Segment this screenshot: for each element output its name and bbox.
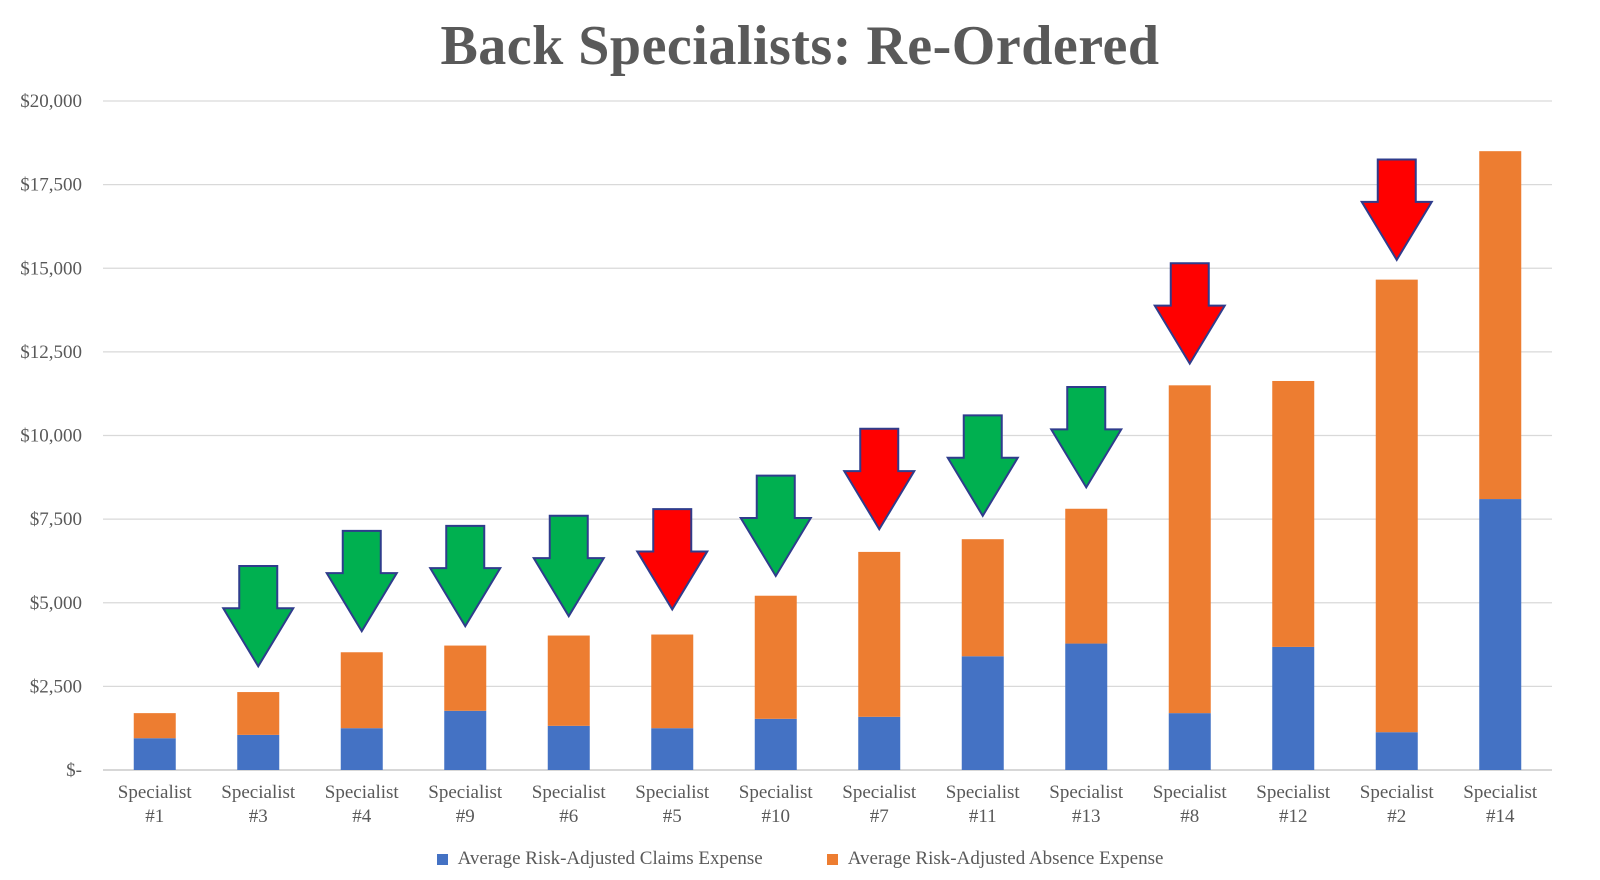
bar-absence (340, 652, 383, 729)
bar-claims (1479, 499, 1522, 770)
x-category-label: Specialist #2 (1360, 782, 1435, 827)
bar-absence (1168, 385, 1211, 714)
green-down-arrow (221, 564, 296, 669)
bar-absence (651, 634, 694, 729)
green-down-arrow (945, 414, 1020, 518)
bar-claims (1168, 713, 1211, 770)
bar-claims (340, 728, 383, 770)
bar-claims (237, 734, 280, 770)
bar-claims (1375, 732, 1418, 770)
bar-absence (1375, 279, 1418, 733)
bars (133, 151, 1522, 770)
x-category-label: Specialist #14 (1463, 782, 1538, 827)
red-down-arrow (1152, 262, 1227, 366)
y-axis-ticks: $- $2,500 $5,000 $7,500 $10,000 $12,500 $15,00… (20, 91, 82, 781)
green-down-arrow (531, 514, 606, 619)
legend-label-claims: Average Risk-Adjusted Claims Expense (457, 848, 763, 869)
bar-absence (1479, 151, 1522, 500)
y-tick-label: $12,500 (20, 342, 82, 363)
green-down-arrow (428, 524, 503, 629)
green-down-arrow (738, 474, 813, 578)
bar-absence (547, 635, 590, 726)
y-tick-label: $15,000 (20, 258, 82, 279)
bar-absence (754, 595, 797, 719)
bar-absence (444, 645, 487, 711)
y-tick-label: $- (66, 760, 82, 781)
y-tick-label: $17,500 (20, 175, 82, 196)
bar-claims (133, 738, 176, 770)
legend-item-claims: Average Risk-Adjusted Claims Expense (436, 848, 763, 870)
chart-plot: $- $2,500 $5,000 $7,500 $10,000 $12,500 $15,00… (20, 91, 1552, 827)
y-tick-label: $10,000 (20, 426, 82, 447)
y-tick-label: $7,500 (30, 509, 82, 530)
red-down-arrow (1359, 158, 1434, 262)
x-category-label: Specialist #9 (428, 782, 503, 827)
x-category-label: Specialist #13 (1049, 782, 1124, 827)
bar-claims (444, 710, 487, 770)
green-down-arrow (324, 529, 399, 634)
x-category-label: Specialist #7 (842, 782, 917, 827)
chart-title: Back Specialists: Re-Ordered (440, 15, 1160, 77)
bar-absence (858, 551, 901, 717)
x-category-label: Specialist #10 (739, 782, 814, 827)
y-tick-label: $20,000 (20, 91, 82, 112)
x-axis-categories: Specialist #1 Specialist #3 Specialist #4 Spec… (118, 782, 1538, 827)
bar-absence (133, 713, 176, 739)
green-down-arrow (1049, 385, 1124, 490)
bar-claims (858, 716, 901, 770)
red-down-arrow (842, 427, 917, 532)
legend-item-absence: Average Risk-Adjusted Absence Expense (826, 848, 1164, 870)
x-category-label: Specialist #5 (635, 782, 710, 827)
x-category-label: Specialist #11 (946, 782, 1021, 827)
arrows (221, 158, 1434, 669)
bar-absence (961, 539, 1004, 657)
bar-claims (1065, 643, 1108, 770)
x-category-label: Specialist #3 (221, 782, 296, 827)
bar-absence (1272, 380, 1315, 647)
legend: Average Risk-Adjusted Claims Expense Ave… (0, 848, 1600, 870)
bar-claims (754, 718, 797, 770)
bar-claims (547, 725, 590, 770)
legend-swatch-absence (826, 853, 838, 865)
red-down-arrow (635, 508, 710, 612)
x-category-label: Specialist #4 (325, 782, 400, 827)
bar-claims (1272, 646, 1315, 770)
bar-claims (961, 656, 1004, 770)
bar-absence (1065, 508, 1108, 644)
legend-swatch-claims (436, 853, 448, 865)
x-category-label: Specialist #8 (1153, 782, 1228, 827)
y-tick-label: $5,000 (30, 593, 82, 614)
x-category-label: Specialist #1 (118, 782, 193, 827)
x-category-label: Specialist #6 (532, 782, 607, 827)
bar-absence (237, 692, 280, 735)
gridlines (103, 100, 1552, 771)
bar-claims (651, 728, 694, 770)
y-tick-label: $2,500 (30, 676, 82, 697)
x-category-label: Specialist #12 (1256, 782, 1331, 827)
legend-label-absence: Average Risk-Adjusted Absence Expense (847, 848, 1164, 869)
